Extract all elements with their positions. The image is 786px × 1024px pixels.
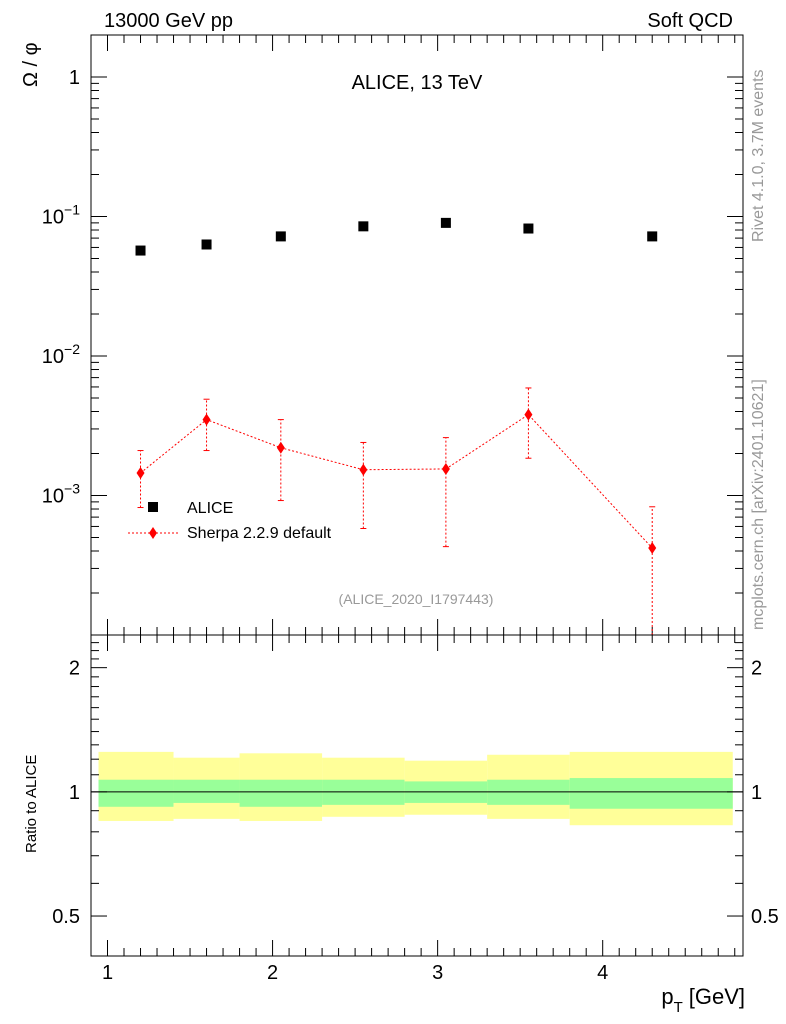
sherpa-point	[648, 542, 657, 555]
ratio-y-tick-label-right: 0.5	[751, 906, 779, 928]
alice-series	[135, 217, 658, 256]
y-tick-label: 10−1	[42, 201, 80, 228]
ratio-y-title: Ratio to ALICE	[23, 755, 40, 853]
legend-sherpa-label: Sherpa 2.2.9 default	[187, 525, 332, 542]
x-tick-labels: 1 2 3 4	[102, 962, 608, 984]
x-axis-title-main: p	[661, 984, 673, 1009]
ratio-panel: 0.5 1 2 0.5 1 2 1 2 3 4 Ratio to ALICE pT [GeV]	[23, 634, 779, 1016]
ratio-inner-band	[98, 779, 174, 807]
x-axis-title-unit: [GeV]	[689, 984, 745, 1009]
ratio-inner-band	[239, 779, 323, 807]
alice-point	[440, 217, 451, 228]
ratio-frame	[90, 634, 744, 957]
y-tick-label-base: 10	[42, 206, 64, 228]
x-axis-title: pT [GeV]	[661, 984, 745, 1016]
x-tick-label: 1	[102, 962, 113, 984]
x-axis-title-sub: T	[674, 999, 683, 1016]
x-tick-label: 3	[432, 962, 443, 984]
alice-point	[647, 231, 658, 242]
sherpa-point	[441, 462, 450, 475]
y-tick-label-exponent: −1	[64, 201, 80, 217]
sherpa-point	[359, 463, 368, 476]
sherpa-point	[276, 441, 285, 454]
sherpa-point	[202, 413, 211, 426]
y-tick-label: 10−2	[42, 341, 80, 368]
sherpa-point	[136, 466, 145, 479]
alice-point	[523, 223, 534, 234]
y-tick-label-base: 10	[42, 346, 64, 368]
side-label-bottom: mcplots.cern.ch [arXiv:2401.10621]	[750, 379, 767, 630]
main-frame	[90, 34, 744, 636]
analysis-id: (ALICE_2020_I1797443)	[339, 591, 494, 607]
y-tick-label: 10−3	[42, 480, 80, 507]
ratio-inner-band	[173, 779, 240, 803]
ratio-ticks	[91, 634, 743, 957]
ratio-y-tick-labels-right: 0.5 1 2	[751, 658, 779, 928]
sherpa-series	[136, 387, 657, 635]
ratio-y-tick-label: 2	[69, 658, 80, 680]
ratio-bands	[98, 751, 733, 826]
y-axis-title: Ω / φ	[20, 42, 42, 87]
side-label-top: Rivet 4.1.0, 3.7M events	[750, 69, 767, 242]
y-tick-label-base: 10	[42, 485, 64, 507]
ratio-y-tick-label: 1	[69, 782, 80, 804]
legend-alice-label: ALICE	[187, 500, 233, 517]
legend: ALICE Sherpa 2.2.9 default	[128, 500, 332, 542]
x-tick-label: 2	[267, 962, 278, 984]
y-tick-label-exponent: −2	[64, 341, 80, 357]
ratio-y-tick-label-right: 2	[751, 658, 762, 680]
main-ticks	[91, 34, 743, 636]
x-tick-label: 4	[597, 962, 608, 984]
alice-point	[201, 239, 212, 250]
y-tick-label: 1	[69, 67, 80, 89]
alice-point	[275, 231, 286, 242]
legend-alice-marker	[148, 502, 158, 512]
ratio-y-tick-label-right: 1	[751, 782, 762, 804]
main-panel: 10−310−210−11 Ω / φ ALICE, 13 TeV (ALICE…	[20, 34, 744, 636]
main-y-tick-labels: 10−310−210−11	[42, 67, 80, 508]
y-tick-label-exponent: −3	[64, 480, 80, 496]
alice-point	[135, 245, 146, 256]
sherpa-point	[524, 408, 533, 421]
ratio-y-tick-label: 0.5	[52, 906, 80, 928]
ratio-inner-band	[569, 778, 733, 809]
chart-title: ALICE, 13 TeV	[352, 72, 483, 94]
legend-sherpa-marker	[149, 527, 157, 539]
ratio-y-tick-labels-left: 0.5 1 2	[52, 658, 80, 928]
alice-point	[358, 221, 369, 232]
header-left: 13000 GeV pp	[104, 10, 233, 32]
header-right: Soft QCD	[647, 10, 733, 32]
